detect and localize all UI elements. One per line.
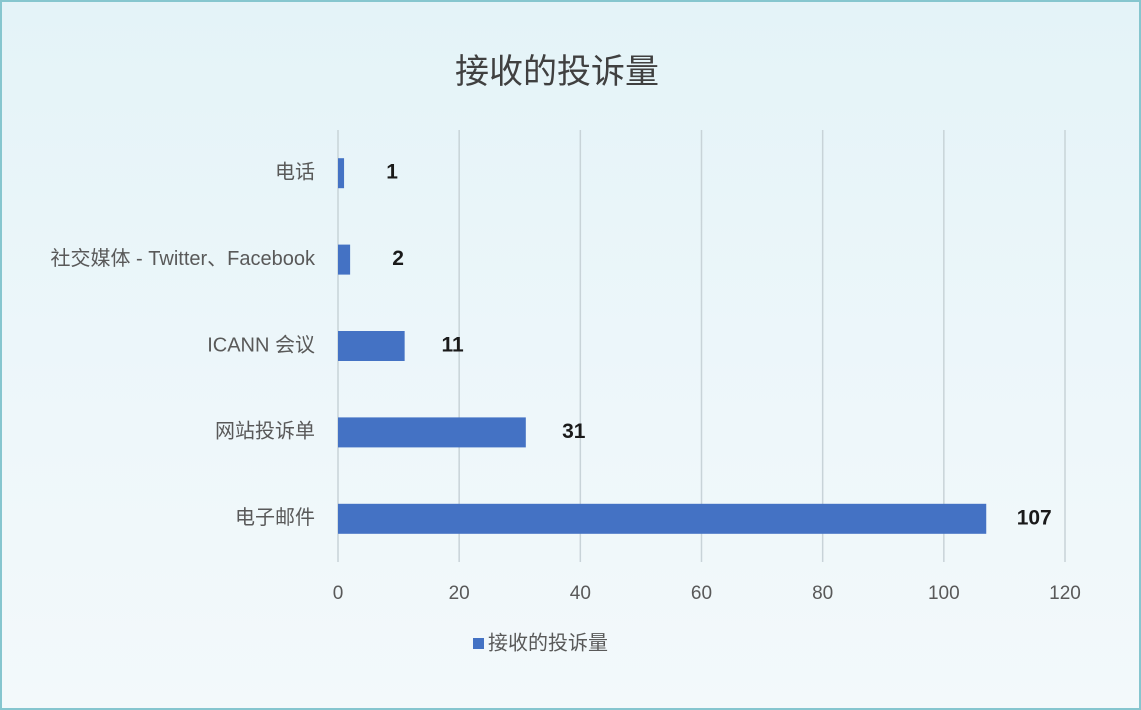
bar bbox=[338, 244, 351, 275]
legend-label: 接收的投诉量 bbox=[488, 631, 608, 654]
bar bbox=[338, 331, 405, 361]
data-label: 1 bbox=[386, 161, 398, 184]
y-tick-label: 网站投诉单 bbox=[215, 420, 315, 443]
x-tick-label: 20 bbox=[449, 583, 470, 604]
y-tick-label: 电子邮件 bbox=[235, 506, 315, 529]
y-tick-label: 电话 bbox=[275, 160, 315, 183]
x-tick-label: 100 bbox=[928, 583, 960, 604]
data-label: 11 bbox=[442, 334, 465, 357]
data-label: 31 bbox=[562, 420, 586, 443]
x-tick-label: 0 bbox=[333, 583, 344, 604]
x-tick-label: 120 bbox=[1049, 583, 1081, 604]
chart-title: 接收的投诉量 bbox=[455, 53, 659, 91]
bar bbox=[338, 417, 526, 448]
y-tick-label: ICANN 会议 bbox=[207, 333, 315, 356]
data-label: 2 bbox=[392, 247, 404, 270]
x-tick-label: 40 bbox=[570, 583, 591, 604]
bar bbox=[338, 503, 987, 534]
legend-swatch bbox=[473, 638, 484, 649]
y-tick-label: 社交媒体 - Twitter、Facebook bbox=[50, 247, 316, 270]
x-tick-label: 60 bbox=[691, 583, 712, 604]
data-label: 107 bbox=[1017, 506, 1052, 529]
bar bbox=[338, 158, 345, 189]
x-tick-label: 80 bbox=[812, 583, 833, 604]
